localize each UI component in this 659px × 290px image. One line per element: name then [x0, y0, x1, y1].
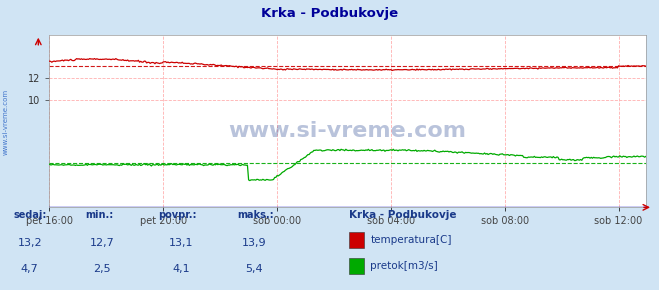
Text: 4,1: 4,1: [173, 264, 190, 274]
Text: 13,2: 13,2: [17, 238, 42, 248]
Text: 13,1: 13,1: [169, 238, 194, 248]
Text: 13,9: 13,9: [241, 238, 266, 248]
Text: maks.:: maks.:: [237, 211, 274, 220]
Text: 2,5: 2,5: [94, 264, 111, 274]
Text: temperatura[C]: temperatura[C]: [370, 235, 452, 245]
Text: sedaj:: sedaj:: [13, 211, 47, 220]
Text: 4,7: 4,7: [21, 264, 38, 274]
Text: pretok[m3/s]: pretok[m3/s]: [370, 261, 438, 271]
Text: min.:: min.:: [86, 211, 114, 220]
Text: www.si-vreme.com: www.si-vreme.com: [3, 89, 9, 155]
Text: Krka - Podbukovje: Krka - Podbukovje: [349, 211, 457, 220]
Text: www.si-vreme.com: www.si-vreme.com: [229, 122, 467, 142]
Text: Krka - Podbukovje: Krka - Podbukovje: [261, 7, 398, 20]
Text: povpr.:: povpr.:: [158, 211, 196, 220]
Text: 12,7: 12,7: [90, 238, 115, 248]
Text: 5,4: 5,4: [245, 264, 262, 274]
